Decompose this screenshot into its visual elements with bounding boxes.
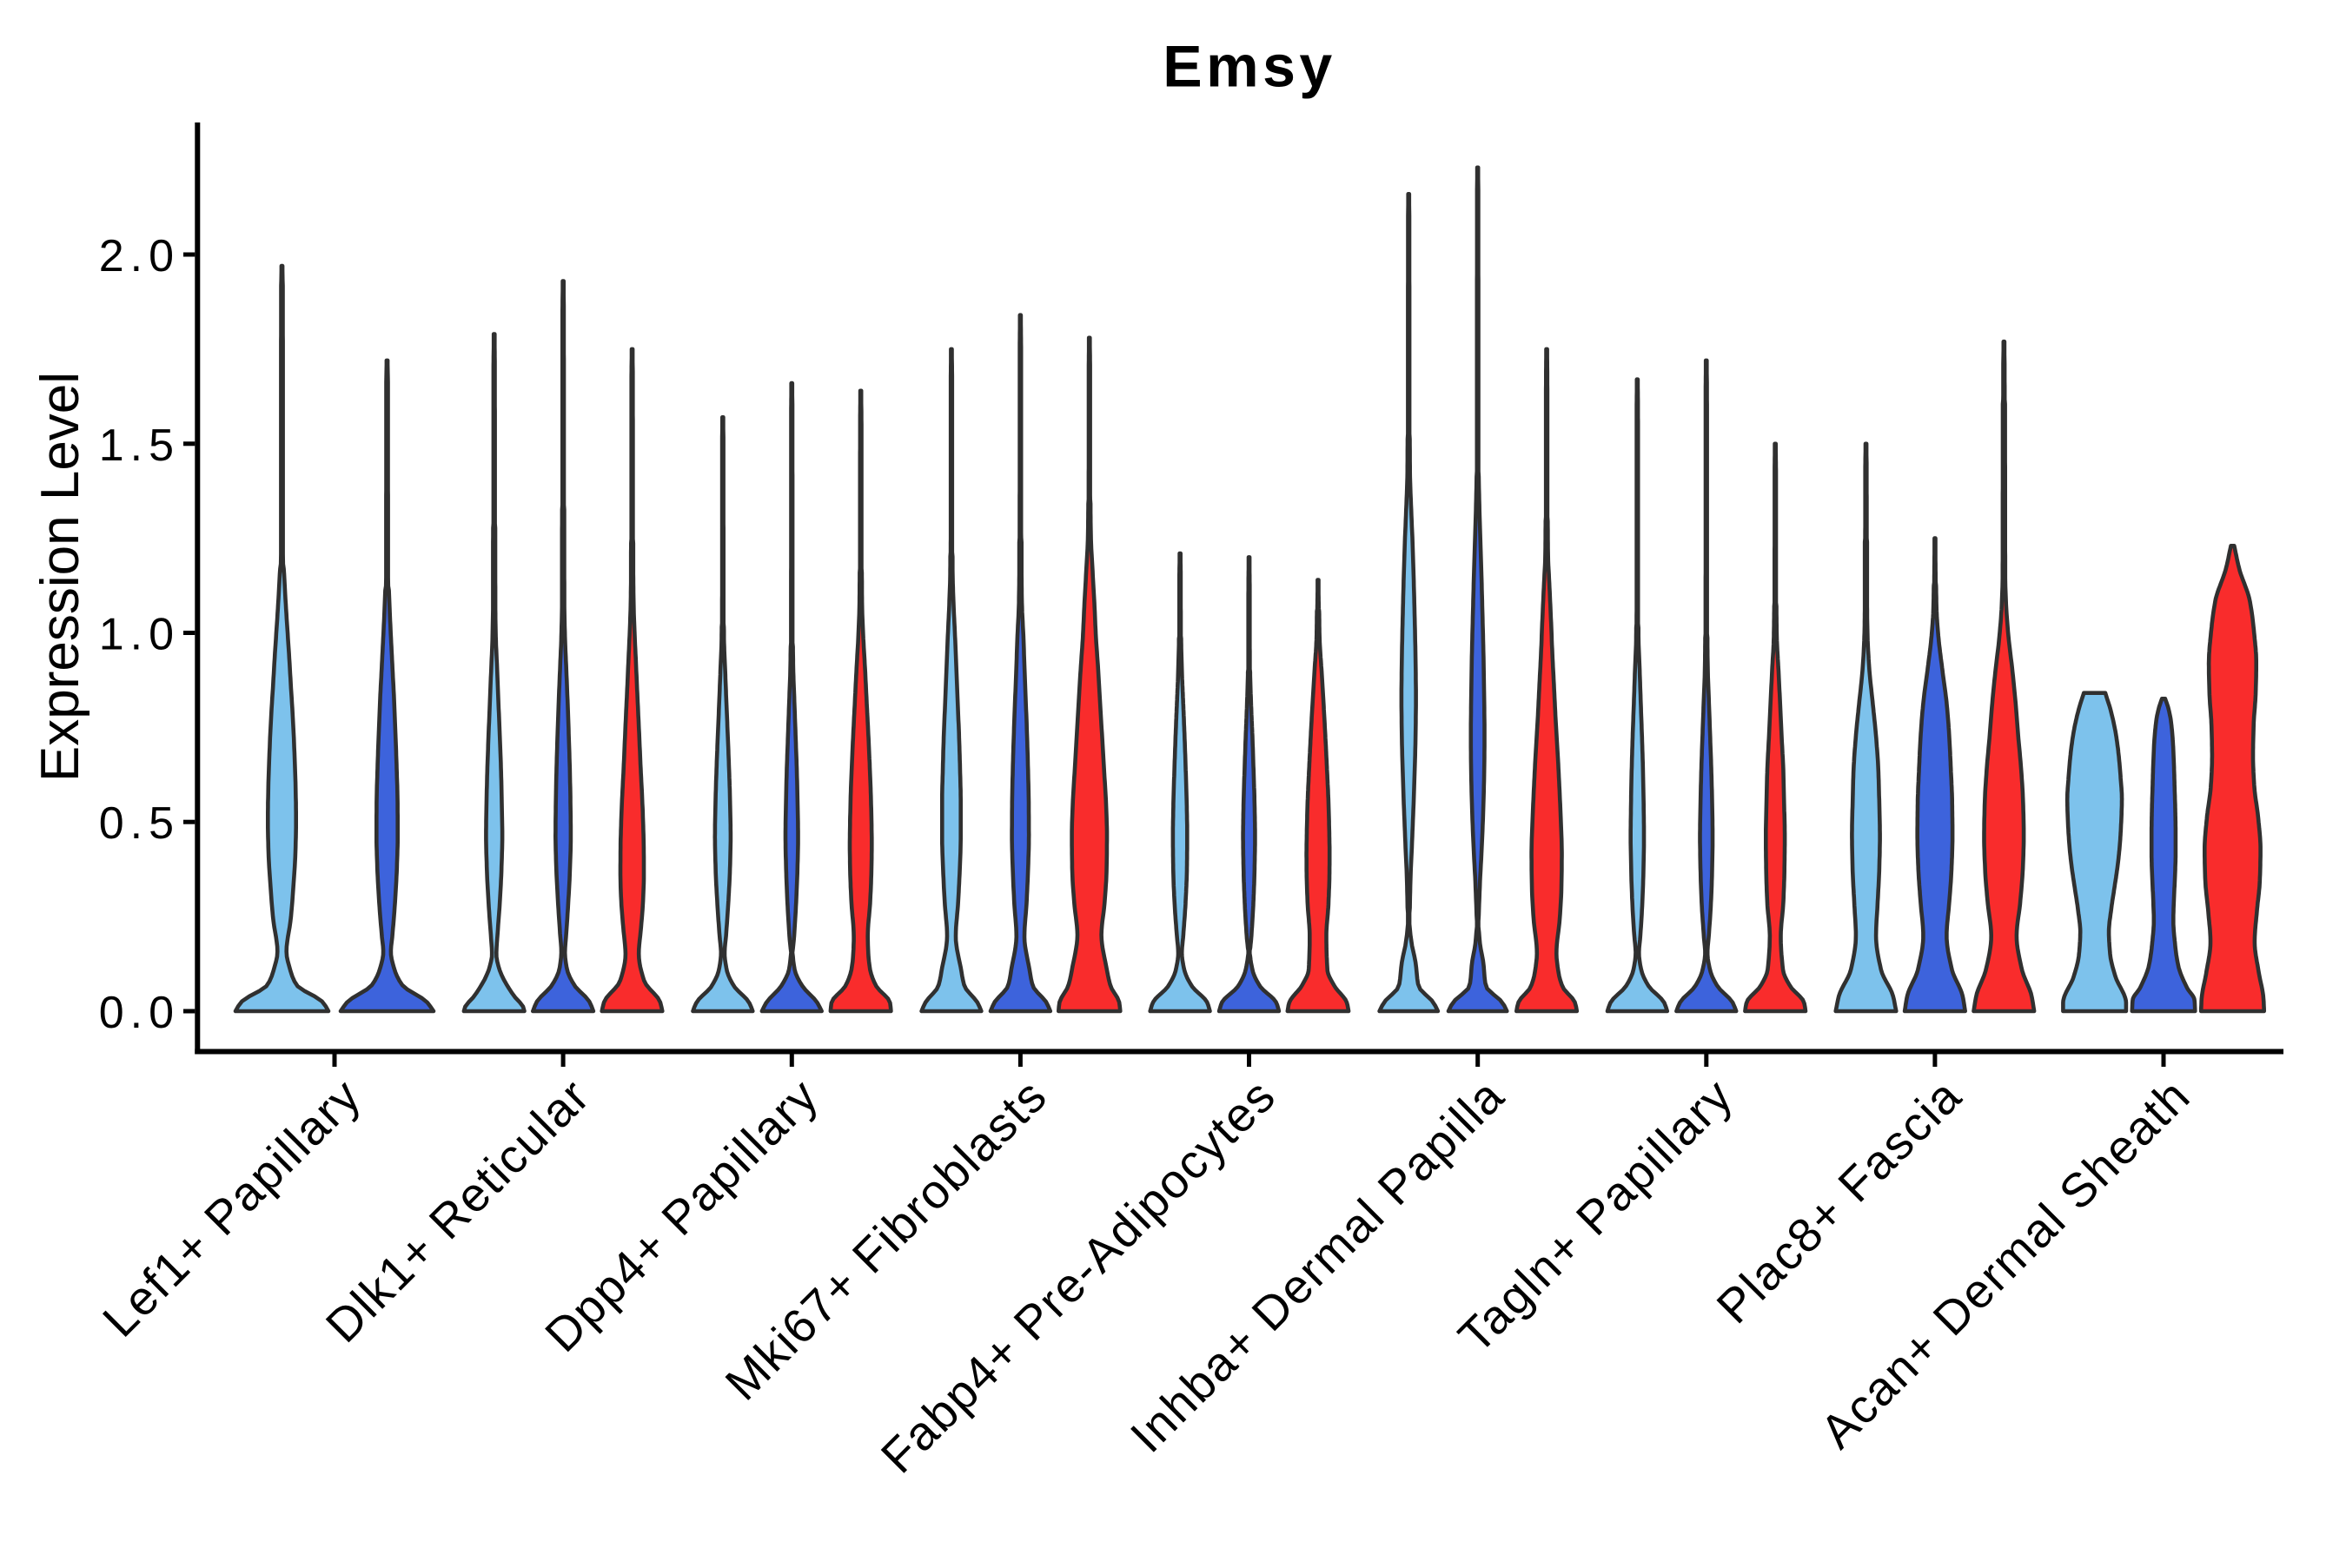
- svg-text:0.5: 0.5: [99, 798, 180, 849]
- svg-text:0.0: 0.0: [99, 988, 180, 1038]
- svg-text:Expression Level: Expression Level: [30, 372, 90, 782]
- svg-text:1.0: 1.0: [99, 610, 180, 660]
- svg-text:2.0: 2.0: [99, 231, 180, 281]
- svg-text:1.5: 1.5: [99, 420, 180, 471]
- svg-text:Emsy: Emsy: [1163, 34, 1335, 100]
